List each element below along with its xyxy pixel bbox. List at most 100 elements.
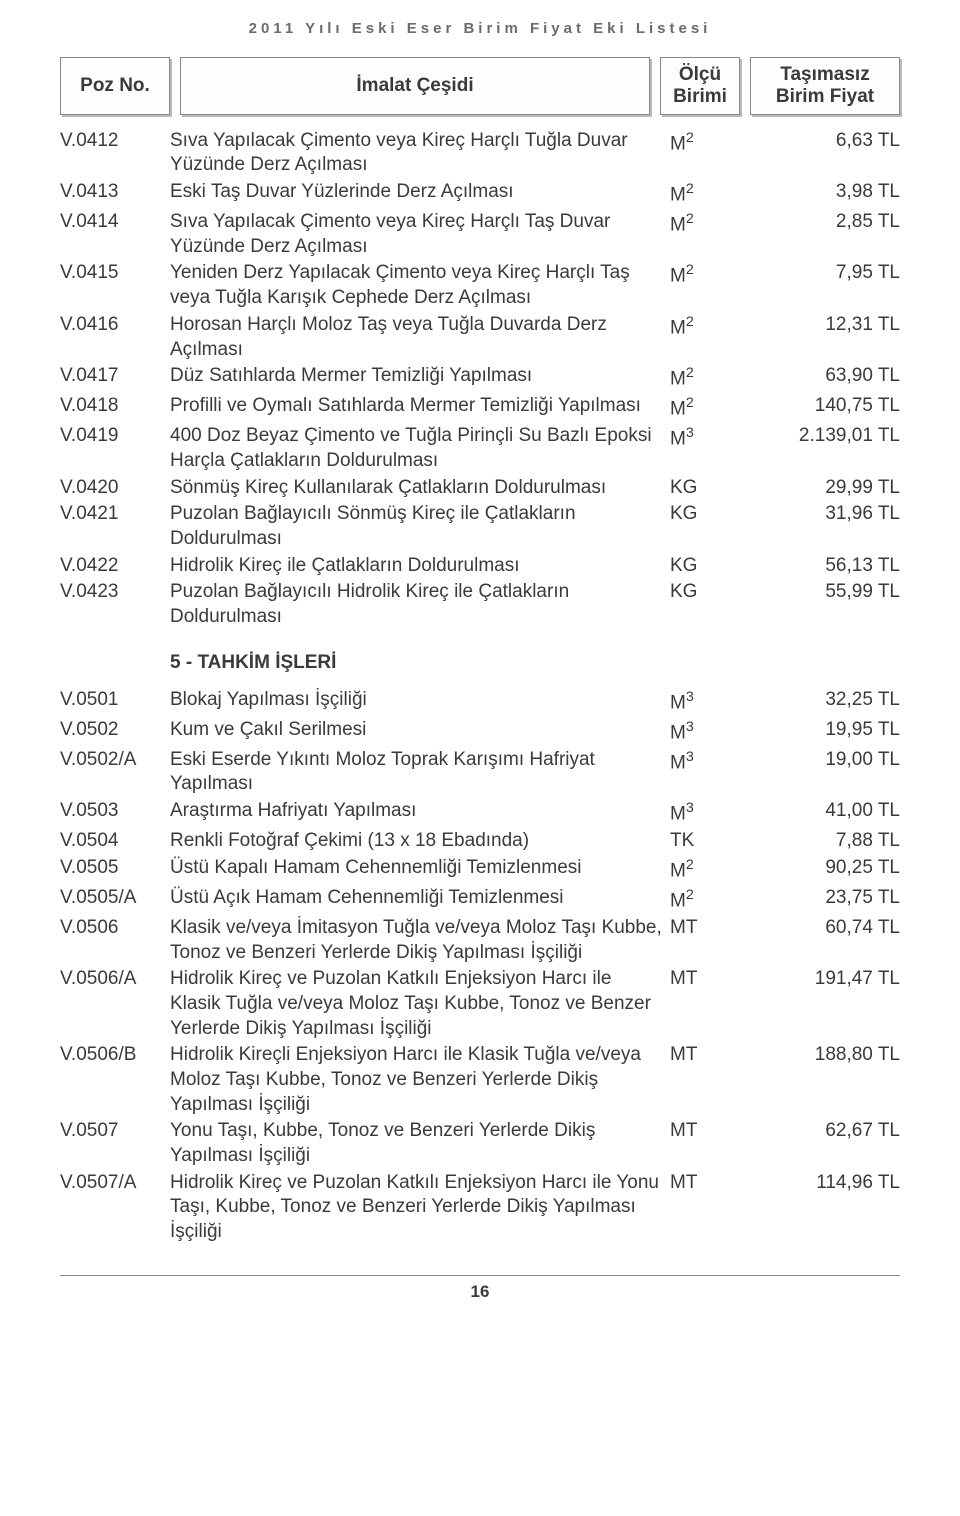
cell-desc: Kum ve Çakıl Serilmesi (170, 718, 670, 743)
table-row: V.0421Puzolan Bağlayıcılı Sönmüş Kireç i… (60, 502, 900, 551)
cell-price: 60,74 TL (750, 916, 900, 941)
cell-poz: V.0423 (60, 580, 170, 605)
table-row: V.0415Yeniden Derz Yapılacak Çimento vey… (60, 261, 900, 310)
cell-desc: Düz Satıhlarda Mermer Temizliği Yapılmas… (170, 364, 670, 389)
cell-poz: V.0419 (60, 424, 170, 449)
cell-desc: Hidrolik Kireç ve Puzolan Katkılı Enjeks… (170, 967, 670, 1041)
table-row: V.0507Yonu Taşı, Kubbe, Tonoz ve Benzeri… (60, 1119, 900, 1168)
cell-poz: V.0417 (60, 364, 170, 389)
cell-desc: Renkli Fotoğraf Çekimi (13 x 18 Ebadında… (170, 829, 670, 854)
cell-unit: KG (670, 580, 750, 605)
cell-price: 55,99 TL (750, 580, 900, 605)
table-row: V.0505Üstü Kapalı Hamam Cehennemliği Tem… (60, 856, 900, 884)
cell-unit: M3 (670, 718, 750, 746)
cell-price: 114,96 TL (750, 1171, 900, 1196)
cell-unit: KG (670, 476, 750, 501)
cell-unit: MT (670, 1119, 750, 1144)
cell-unit: MT (670, 916, 750, 941)
header-poz: Poz No. (60, 57, 170, 115)
table-row: V.0423Puzolan Bağlayıcılı Hidrolik Kireç… (60, 580, 900, 629)
cell-unit: M2 (670, 129, 750, 157)
cell-poz: V.0414 (60, 210, 170, 235)
cell-price: 191,47 TL (750, 967, 900, 992)
table-row: V.0422Hidrolik Kireç ile Çatlakların Dol… (60, 554, 900, 579)
header-desc: İmalat Çeşidi (180, 57, 650, 115)
cell-poz: V.0507/A (60, 1171, 170, 1196)
cell-desc: Profilli ve Oymalı Satıhlarda Mermer Tem… (170, 394, 670, 419)
cell-poz: V.0420 (60, 476, 170, 501)
cell-desc: Hidrolik Kireç ile Çatlakların Doldurulm… (170, 554, 670, 579)
cell-price: 19,95 TL (750, 718, 900, 743)
cell-desc: Sıva Yapılacak Çimento veya Kireç Harçlı… (170, 210, 670, 259)
cell-unit: M2 (670, 856, 750, 884)
cell-poz: V.0506/A (60, 967, 170, 992)
cell-poz: V.0422 (60, 554, 170, 579)
cell-desc: Üstü Kapalı Hamam Cehennemliği Temizlenm… (170, 856, 670, 881)
cell-poz: V.0413 (60, 180, 170, 205)
table-row: V.0506/AHidrolik Kireç ve Puzolan Katkıl… (60, 967, 900, 1041)
cell-price: 29,99 TL (750, 476, 900, 501)
cell-unit: KG (670, 554, 750, 579)
page-title: 2011 Yılı Eski Eser Birim Fiyat Eki List… (60, 20, 900, 37)
cell-poz: V.0421 (60, 502, 170, 527)
cell-desc: Puzolan Bağlayıcılı Sönmüş Kireç ile Çat… (170, 502, 670, 551)
cell-desc: Yeniden Derz Yapılacak Çimento veya Kire… (170, 261, 670, 310)
cell-poz: V.0505 (60, 856, 170, 881)
cell-desc: Blokaj Yapılması İşçiliği (170, 688, 670, 713)
table-row: V.0506Klasik ve/veya İmitasyon Tuğla ve/… (60, 916, 900, 965)
page-number: 16 (60, 1275, 900, 1302)
cell-price: 90,25 TL (750, 856, 900, 881)
cell-poz: V.0415 (60, 261, 170, 286)
cell-price: 41,00 TL (750, 799, 900, 824)
table-row: V.0412Sıva Yapılacak Çimento veya Kireç … (60, 129, 900, 178)
cell-poz: V.0506/B (60, 1043, 170, 1068)
cell-poz: V.0501 (60, 688, 170, 713)
header-unit: Ölçü Birimi (660, 57, 740, 115)
cell-unit: M2 (670, 180, 750, 208)
cell-price: 31,96 TL (750, 502, 900, 527)
cell-desc: Puzolan Bağlayıcılı Hidrolik Kireç ile Ç… (170, 580, 670, 629)
table-row: V.0419400 Doz Beyaz Çimento ve Tuğla Pir… (60, 424, 900, 473)
cell-desc: Sönmüş Kireç Kullanılarak Çatlakların Do… (170, 476, 670, 501)
cell-poz: V.0418 (60, 394, 170, 419)
cell-desc: Hidrolik Kireç ve Puzolan Katkılı Enjeks… (170, 1171, 670, 1245)
cell-price: 32,25 TL (750, 688, 900, 713)
cell-desc: Eski Eserde Yıkıntı Moloz Toprak Karışım… (170, 748, 670, 797)
cell-unit: M2 (670, 261, 750, 289)
table-row: V.0505/AÜstü Açık Hamam Cehennemliği Tem… (60, 886, 900, 914)
cell-price: 7,88 TL (750, 829, 900, 854)
cell-price: 2.139,01 TL (750, 424, 900, 449)
cell-poz: V.0505/A (60, 886, 170, 911)
cell-desc: Yonu Taşı, Kubbe, Tonoz ve Benzeri Yerle… (170, 1119, 670, 1168)
cell-price: 140,75 TL (750, 394, 900, 419)
cell-price: 6,63 TL (750, 129, 900, 154)
cell-price: 188,80 TL (750, 1043, 900, 1068)
table-row: V.0503Araştırma Hafriyatı YapılmasıM341,… (60, 799, 900, 827)
table-row: V.0416Horosan Harçlı Moloz Taş veya Tuğl… (60, 313, 900, 362)
cell-poz: V.0506 (60, 916, 170, 941)
cell-poz: V.0412 (60, 129, 170, 154)
cell-unit: M2 (670, 394, 750, 422)
cell-desc: Araştırma Hafriyatı Yapılması (170, 799, 670, 824)
cell-poz: V.0416 (60, 313, 170, 338)
cell-unit: M3 (670, 424, 750, 452)
cell-unit: MT (670, 1043, 750, 1068)
cell-price: 19,00 TL (750, 748, 900, 773)
cell-desc: Horosan Harçlı Moloz Taş veya Tuğla Duva… (170, 313, 670, 362)
cell-poz: V.0507 (60, 1119, 170, 1144)
cell-unit: M2 (670, 313, 750, 341)
cell-desc: Hidrolik Kireçli Enjeksiyon Harcı ile Kl… (170, 1043, 670, 1117)
table-row: V.0506/BHidrolik Kireçli Enjeksiyon Harc… (60, 1043, 900, 1117)
cell-poz: V.0502 (60, 718, 170, 743)
cell-price: 63,90 TL (750, 364, 900, 389)
table-row: V.0414Sıva Yapılacak Çimento veya Kireç … (60, 210, 900, 259)
table-row: V.0420Sönmüş Kireç Kullanılarak Çatlakla… (60, 476, 900, 501)
header-price: Taşımasız Birim Fiyat (750, 57, 900, 115)
table-row: V.0502/AEski Eserde Yıkıntı Moloz Toprak… (60, 748, 900, 797)
cell-unit: MT (670, 1171, 750, 1196)
cell-desc: Sıva Yapılacak Çimento veya Kireç Harçlı… (170, 129, 670, 178)
cell-price: 2,85 TL (750, 210, 900, 235)
table-body: V.0412Sıva Yapılacak Çimento veya Kireç … (60, 129, 900, 1245)
cell-unit: MT (670, 967, 750, 992)
table-row: V.0507/AHidrolik Kireç ve Puzolan Katkıl… (60, 1171, 900, 1245)
